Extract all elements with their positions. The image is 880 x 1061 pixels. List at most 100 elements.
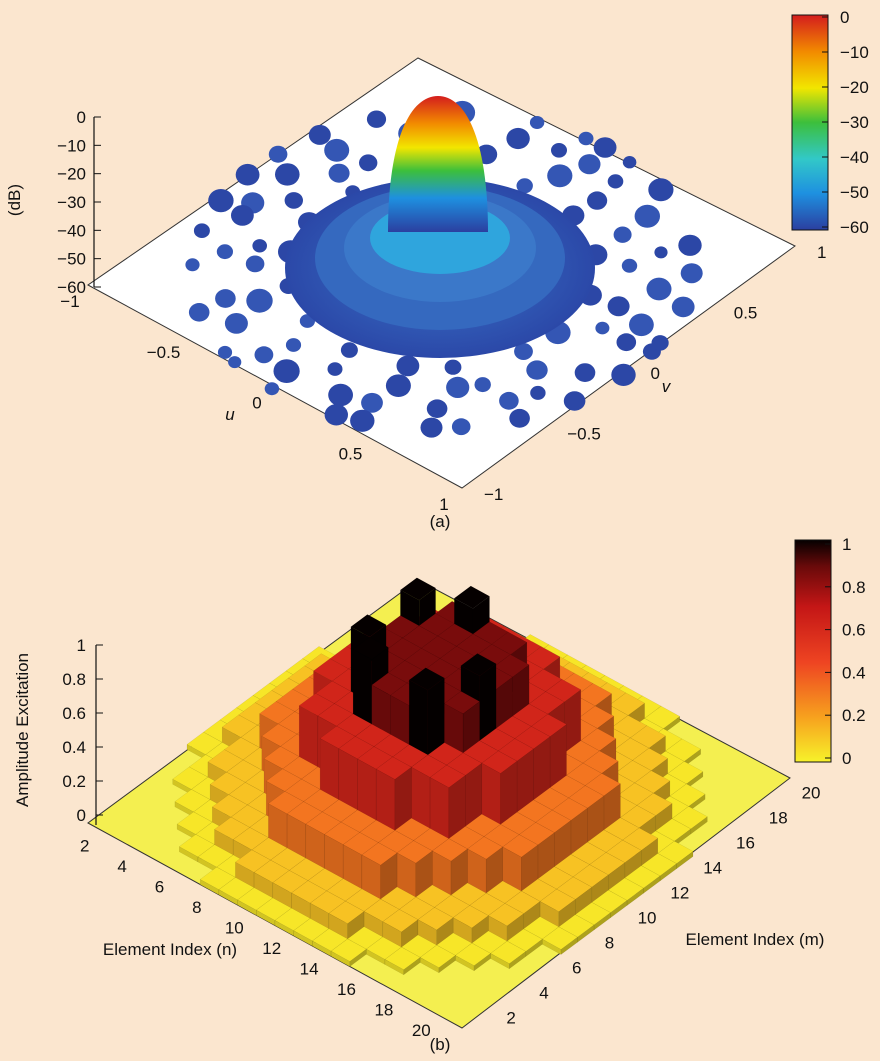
colorbar-tick-label: 0.8 bbox=[842, 578, 866, 597]
sidelobe-patch bbox=[327, 362, 343, 376]
sidelobe-patch bbox=[215, 289, 236, 308]
m-tick-label: 12 bbox=[670, 884, 689, 903]
colorbar-tick-label: 0.2 bbox=[842, 706, 866, 725]
sidelobe-patch bbox=[509, 408, 530, 428]
sidelobe-patch bbox=[499, 391, 519, 410]
colorbar-tick-label: −50 bbox=[840, 183, 869, 202]
colorbar-tick-label: −60 bbox=[840, 218, 869, 237]
sidelobe-patch bbox=[514, 343, 533, 360]
sidelobe-patch bbox=[595, 321, 610, 335]
sidelobe-patch bbox=[547, 164, 573, 188]
sidelobe-patch bbox=[217, 345, 233, 359]
panel-b-bars bbox=[172, 577, 708, 976]
sidelobe-patch bbox=[328, 163, 350, 183]
m-tick-label: 18 bbox=[769, 809, 788, 828]
sidelobe-patch bbox=[396, 355, 420, 377]
m-tick-label: 16 bbox=[736, 834, 755, 853]
amplitude-bar-face bbox=[539, 888, 576, 912]
sidelobe-patch bbox=[678, 234, 702, 256]
z-tick-label: −30 bbox=[57, 193, 86, 212]
n-tick-label: 20 bbox=[412, 1021, 431, 1040]
sidelobe-patch bbox=[444, 359, 462, 375]
amplitude-bar-face bbox=[502, 834, 539, 858]
sidelobe-patch bbox=[324, 138, 350, 162]
u-axis-label: u bbox=[225, 405, 235, 424]
panel-b-axis-labels: 0 0.2 0.4 0.6 0.8 1 Amplitude Excitation 2 4 6 8 10… bbox=[13, 636, 824, 1040]
z-tick-label: 0 bbox=[77, 108, 86, 127]
n-tick-label: 12 bbox=[262, 939, 281, 958]
z-tick-label: 0.8 bbox=[62, 670, 86, 689]
m-tick-label: 8 bbox=[605, 934, 614, 953]
sidelobe-patch bbox=[231, 205, 254, 226]
sidelobe-patch bbox=[671, 296, 695, 318]
sidelobe-patch bbox=[563, 391, 586, 411]
colorbar-tick-label: 0.4 bbox=[842, 663, 866, 682]
z-tick-label: 0 bbox=[77, 806, 86, 825]
u-tick-label: −0.5 bbox=[147, 343, 181, 362]
colorbar-tick-label: 1 bbox=[842, 535, 851, 554]
z-tick-label: −10 bbox=[57, 136, 86, 155]
sidelobe-patch bbox=[273, 359, 300, 383]
n-axis-label: Element Index (n) bbox=[103, 940, 237, 959]
sidelobe-patch bbox=[621, 258, 638, 273]
sidelobe-patch bbox=[208, 189, 234, 213]
sidelobe-patch bbox=[246, 288, 273, 313]
colorbar-tick-label: −20 bbox=[840, 78, 869, 97]
amplitude-bar-face bbox=[350, 614, 387, 638]
sidelobe-patch bbox=[366, 110, 387, 128]
v-tick-label: 0.5 bbox=[734, 304, 758, 323]
panel-b-caption: (b) bbox=[430, 1035, 451, 1054]
amplitude-bar-face bbox=[493, 654, 530, 678]
v-tick-label: −1 bbox=[484, 485, 503, 504]
amplitude-bar-face bbox=[400, 577, 436, 601]
sidelobe-patch bbox=[228, 356, 242, 369]
sidelobe-patch bbox=[252, 239, 267, 253]
m-tick-label: 4 bbox=[539, 984, 548, 1003]
m-tick-label: 14 bbox=[703, 859, 722, 878]
amplitude-bar-face bbox=[460, 653, 497, 677]
colorbar-tick-label: −10 bbox=[840, 43, 869, 62]
sidelobe-patch bbox=[680, 263, 703, 284]
colorbar-tick-label: 0 bbox=[842, 749, 851, 768]
sidelobe-patch bbox=[426, 399, 448, 419]
sidelobe-patch bbox=[451, 418, 471, 436]
sidelobe-patch bbox=[648, 178, 674, 202]
sidelobe-patch bbox=[275, 163, 300, 186]
n-tick-label: 6 bbox=[155, 877, 164, 896]
panel-a-main-beam bbox=[388, 96, 488, 232]
amplitude-bar-face bbox=[453, 585, 490, 609]
sidelobe-patch bbox=[530, 385, 546, 400]
sidelobe-patch bbox=[350, 409, 375, 432]
sidelobe-patch bbox=[607, 296, 630, 317]
sidelobe-patch bbox=[328, 383, 353, 407]
u-tick-label: 0.5 bbox=[339, 444, 363, 463]
sidelobe-patch bbox=[516, 178, 533, 194]
m-tick-label: 10 bbox=[638, 909, 657, 928]
z-tick-label: 1 bbox=[77, 636, 86, 655]
z-axis-label: (dB) bbox=[5, 184, 24, 216]
amplitude-bar-face bbox=[408, 667, 445, 691]
v-tick-label: 0 bbox=[651, 364, 660, 383]
amplitude-bar-face bbox=[444, 691, 480, 715]
sidelobe-patch bbox=[646, 277, 672, 301]
sidelobe-patch bbox=[216, 244, 233, 260]
sidelobe-patch bbox=[613, 226, 632, 243]
panel-a-caption: (a) bbox=[430, 512, 451, 531]
sidelobe-patch bbox=[506, 127, 530, 150]
n-tick-label: 4 bbox=[117, 857, 126, 876]
sidelobe-patch bbox=[634, 204, 660, 228]
sidelobe-patch bbox=[359, 154, 378, 172]
z-tick-label: 0.2 bbox=[62, 772, 86, 791]
z-tick-label: 0.6 bbox=[62, 704, 86, 723]
sidelobe-patch bbox=[593, 137, 617, 158]
z-tick-label: −50 bbox=[57, 250, 86, 269]
z-tick-label: −40 bbox=[57, 221, 86, 240]
sidelobe-patch bbox=[284, 192, 303, 209]
sidelobe-patch bbox=[622, 156, 637, 169]
panel-a-colorbar-ticks: 0 −10 −20 −30 −40 −50 −60 bbox=[822, 8, 869, 237]
m-tick-label: 2 bbox=[506, 1009, 515, 1028]
n-tick-label: 18 bbox=[374, 1000, 393, 1019]
sidelobe-patch bbox=[616, 333, 637, 352]
